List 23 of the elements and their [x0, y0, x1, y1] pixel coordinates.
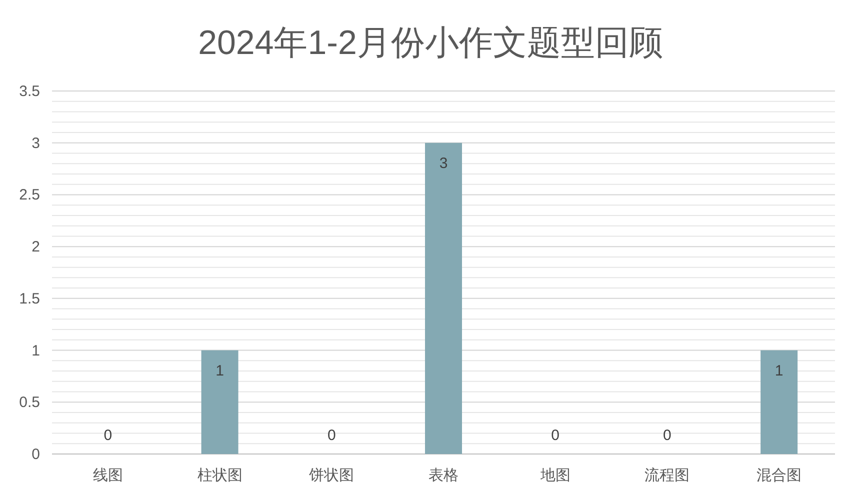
y-tick-label: 3	[32, 134, 40, 152]
x-tick-label: 地图	[539, 467, 570, 484]
data-label: 0	[551, 427, 560, 444]
y-tick-label: 0	[32, 446, 40, 463]
x-tick-label: 混合图	[756, 467, 802, 484]
data-label: 0	[327, 427, 336, 444]
chart-title: 2024年1-2月份小作文题型回顾	[198, 24, 663, 62]
data-label: 3	[439, 154, 448, 172]
data-label: 0	[104, 427, 112, 444]
data-label: 0	[663, 427, 672, 444]
x-tick-label: 柱状图	[197, 467, 242, 484]
x-tick-label: 饼状图	[308, 467, 354, 484]
x-tick-label: 线图	[92, 467, 123, 484]
x-tick-label: 表格	[428, 467, 458, 484]
y-tick-label: 3.5	[19, 83, 40, 100]
data-label: 1	[216, 362, 224, 380]
y-tick-label: 1	[32, 342, 40, 360]
y-tick-label: 0.5	[19, 394, 40, 412]
x-tick-label: 流程图	[644, 467, 690, 484]
y-tick-label: 2.5	[19, 186, 40, 204]
data-label: 1	[774, 362, 784, 380]
y-tick-label: 1.5	[19, 290, 40, 308]
y-tick-label: 2	[32, 238, 40, 256]
